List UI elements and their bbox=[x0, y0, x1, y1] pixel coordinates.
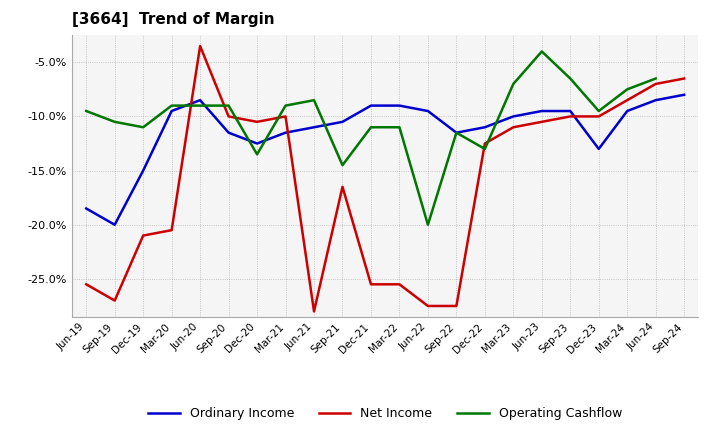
Ordinary Income bbox=[595, 146, 603, 151]
Operating Cashflow bbox=[652, 76, 660, 81]
Ordinary Income bbox=[310, 125, 318, 130]
Operating Cashflow bbox=[196, 103, 204, 108]
Net Income bbox=[167, 227, 176, 233]
Ordinary Income bbox=[566, 108, 575, 114]
Operating Cashflow bbox=[395, 125, 404, 130]
Ordinary Income bbox=[480, 125, 489, 130]
Net Income bbox=[509, 125, 518, 130]
Operating Cashflow bbox=[139, 125, 148, 130]
Net Income bbox=[395, 282, 404, 287]
Ordinary Income bbox=[338, 119, 347, 125]
Net Income bbox=[566, 114, 575, 119]
Operating Cashflow bbox=[480, 146, 489, 151]
Operating Cashflow bbox=[423, 222, 432, 227]
Operating Cashflow bbox=[509, 81, 518, 87]
Legend: Ordinary Income, Net Income, Operating Cashflow: Ordinary Income, Net Income, Operating C… bbox=[143, 402, 627, 425]
Ordinary Income bbox=[652, 98, 660, 103]
Line: Ordinary Income: Ordinary Income bbox=[86, 95, 684, 225]
Text: [3664]  Trend of Margin: [3664] Trend of Margin bbox=[72, 12, 274, 27]
Ordinary Income bbox=[282, 130, 290, 136]
Operating Cashflow bbox=[338, 162, 347, 168]
Net Income bbox=[366, 282, 375, 287]
Operating Cashflow bbox=[566, 76, 575, 81]
Operating Cashflow bbox=[225, 103, 233, 108]
Net Income bbox=[480, 141, 489, 146]
Operating Cashflow bbox=[595, 108, 603, 114]
Operating Cashflow bbox=[282, 103, 290, 108]
Net Income bbox=[310, 309, 318, 314]
Operating Cashflow bbox=[167, 103, 176, 108]
Operating Cashflow bbox=[537, 49, 546, 54]
Net Income bbox=[423, 303, 432, 308]
Ordinary Income bbox=[452, 130, 461, 136]
Net Income bbox=[282, 114, 290, 119]
Net Income bbox=[82, 282, 91, 287]
Operating Cashflow bbox=[452, 130, 461, 136]
Net Income bbox=[225, 114, 233, 119]
Line: Operating Cashflow: Operating Cashflow bbox=[86, 51, 656, 225]
Operating Cashflow bbox=[82, 108, 91, 114]
Ordinary Income bbox=[680, 92, 688, 97]
Ordinary Income bbox=[196, 98, 204, 103]
Net Income bbox=[537, 119, 546, 125]
Ordinary Income bbox=[82, 206, 91, 211]
Operating Cashflow bbox=[310, 98, 318, 103]
Operating Cashflow bbox=[366, 125, 375, 130]
Ordinary Income bbox=[537, 108, 546, 114]
Ordinary Income bbox=[110, 222, 119, 227]
Operating Cashflow bbox=[623, 87, 631, 92]
Net Income bbox=[338, 184, 347, 190]
Operating Cashflow bbox=[110, 119, 119, 125]
Ordinary Income bbox=[509, 114, 518, 119]
Net Income bbox=[680, 76, 688, 81]
Net Income bbox=[196, 44, 204, 49]
Ordinary Income bbox=[167, 108, 176, 114]
Net Income bbox=[623, 98, 631, 103]
Ordinary Income bbox=[623, 108, 631, 114]
Ordinary Income bbox=[366, 103, 375, 108]
Ordinary Income bbox=[139, 168, 148, 173]
Operating Cashflow bbox=[253, 152, 261, 157]
Net Income bbox=[652, 81, 660, 87]
Line: Net Income: Net Income bbox=[86, 46, 684, 312]
Ordinary Income bbox=[253, 141, 261, 146]
Net Income bbox=[452, 303, 461, 308]
Ordinary Income bbox=[395, 103, 404, 108]
Net Income bbox=[595, 114, 603, 119]
Net Income bbox=[139, 233, 148, 238]
Net Income bbox=[110, 298, 119, 303]
Net Income bbox=[253, 119, 261, 125]
Ordinary Income bbox=[423, 108, 432, 114]
Ordinary Income bbox=[225, 130, 233, 136]
